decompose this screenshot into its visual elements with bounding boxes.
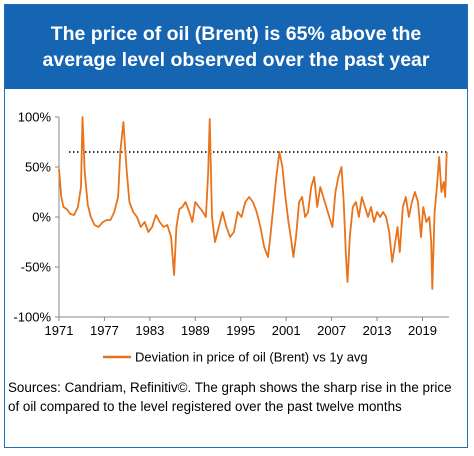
x-tick-label: 2007 [317, 323, 346, 338]
x-tick-label: 1983 [135, 323, 164, 338]
x-tick-label: 1989 [181, 323, 210, 338]
legend: Deviation in price of oil (Brent) vs 1y … [103, 350, 368, 365]
legend-label: Deviation in price of oil (Brent) vs 1y … [135, 350, 368, 365]
x-tick-label: 1977 [90, 323, 119, 338]
x-tick-label: 2013 [363, 323, 392, 338]
y-tick-label: 0% [32, 210, 51, 225]
sources-note: Sources: Candriam, Refinitiv©. The graph… [8, 380, 452, 414]
line-chart: -100% -50% 0% 50% 100% 1971 1977 1983 1989 1995 2… [13, 110, 449, 365]
y-tick-label: -100% [13, 310, 51, 325]
y-tick-label: -50% [21, 260, 52, 275]
y-tick-label: 50% [25, 160, 51, 175]
x-tick-label: 2001 [272, 323, 301, 338]
y-tick-label: 100% [18, 110, 52, 125]
series-line [58, 116, 448, 290]
chart-area: -100% -50% 0% 50% 100% 1971 1977 1983 1989 1995 2… [5, 89, 467, 381]
chart-title: The price of oil (Brent) is 65% above th… [5, 5, 467, 89]
x-axis: 1971 1977 1983 1989 1995 2001 2007 2013 2019 [45, 316, 449, 338]
plot-area [58, 116, 449, 290]
x-tick-label: 1995 [226, 323, 255, 338]
x-tick-label: 1971 [45, 323, 74, 338]
y-axis: -100% -50% 0% 50% 100% [13, 110, 60, 325]
chart-card: The price of oil (Brent) is 65% above th… [4, 4, 468, 448]
x-tick-label: 2019 [408, 323, 437, 338]
